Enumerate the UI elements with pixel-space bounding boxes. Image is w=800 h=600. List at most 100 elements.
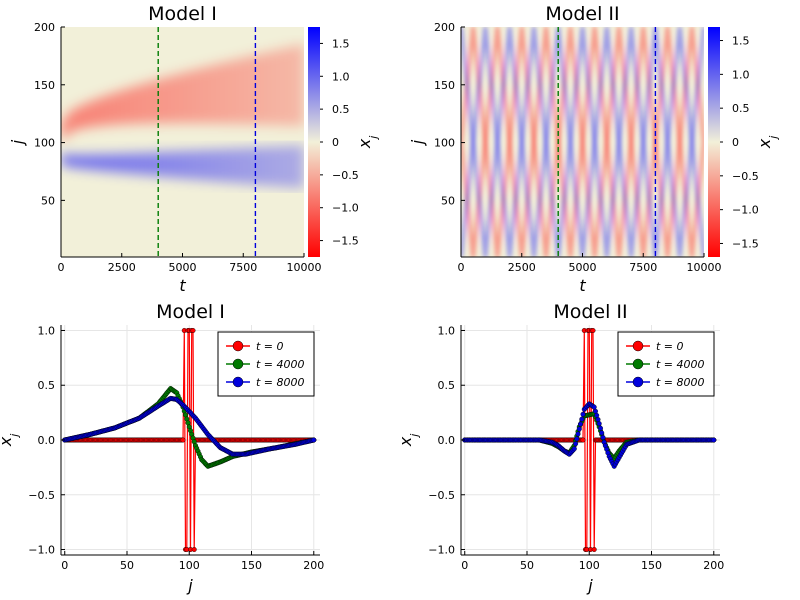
heatmap-cell	[267, 146, 275, 186]
wave-fronts	[461, 27, 704, 257]
legend-swatch-marker	[232, 358, 244, 370]
colorbar-tick-label: −1.0	[332, 202, 359, 215]
heatmap-cell	[127, 87, 135, 124]
y-axis-label: j	[408, 139, 427, 146]
heatmap-cell	[291, 45, 299, 126]
heatmap-cell	[164, 77, 172, 124]
heatmap-cell	[115, 91, 123, 125]
heatmap-cell	[255, 147, 263, 185]
y-tick-label: −0.5	[28, 489, 55, 502]
y-axis-label: j	[8, 139, 27, 146]
heatmap-cell	[85, 102, 93, 128]
x-tick-label: 150	[641, 559, 662, 572]
heatmap-cell	[261, 147, 269, 186]
y-tick-label: −1.0	[28, 544, 55, 557]
heatmap-cell	[73, 154, 81, 169]
heatmap-cell	[279, 146, 287, 187]
y-axis-label: xj	[396, 433, 421, 447]
y-tick-label: 0.0	[38, 434, 56, 447]
legend-entry: t = 8000	[226, 376, 305, 389]
x-tick-label: 100	[179, 559, 200, 572]
heatmap-cell	[115, 153, 123, 173]
heatmap-cell	[97, 97, 105, 126]
colorbar-tick-label: 0	[732, 136, 739, 149]
heatmap-cell	[206, 149, 214, 181]
x-tick-label: 10000	[287, 261, 322, 274]
heatmap-cell	[158, 78, 166, 124]
data-point	[191, 547, 197, 553]
heatmap-cell	[158, 152, 166, 177]
heatmap-cell	[188, 70, 196, 124]
heatmap-cell	[297, 44, 304, 127]
legend-entry: t = 0	[626, 340, 684, 353]
heatmap-cell	[273, 50, 281, 126]
heatmap-cell	[67, 111, 75, 132]
data-point	[190, 328, 196, 334]
data-point	[600, 435, 606, 441]
x-tick-label: 0	[58, 261, 65, 274]
data-point	[571, 446, 577, 452]
data-point	[579, 416, 585, 422]
heatmap-cell	[285, 145, 293, 188]
y-tick-label: 100	[434, 137, 455, 150]
legend-label: t = 4000	[656, 358, 705, 371]
heatmap-cell	[170, 151, 178, 178]
heatmap-cell	[237, 148, 245, 184]
legend-entry: t = 4000	[226, 358, 305, 371]
data-point	[580, 437, 586, 443]
legend-swatch-marker	[632, 340, 644, 352]
heatmap-cell	[139, 83, 148, 124]
y-tick-label: 0.5	[38, 379, 56, 392]
heatmap-cell	[225, 61, 233, 124]
y-tick-label: 200	[434, 21, 455, 34]
colorbar-tick-label: −1.5	[332, 235, 359, 248]
colorbar-tick-label: −0.5	[732, 170, 759, 183]
legend-label: t = 8000	[256, 376, 305, 389]
colorbar-tick-label: −0.5	[332, 169, 359, 182]
heatmap-cell	[243, 148, 251, 184]
heatmap-cell	[255, 54, 263, 125]
x-tick-label: 2500	[108, 261, 136, 274]
colorbar-label: xj	[355, 135, 380, 149]
heatmap-cell	[85, 154, 93, 170]
heatmap-cell	[139, 152, 148, 175]
colorbar-tick-label: 1.5	[732, 35, 750, 48]
heatmap-cell	[91, 99, 99, 127]
data-point	[180, 437, 186, 443]
data-point	[591, 404, 597, 410]
legend-label: t = 8000	[656, 376, 705, 389]
x-tick-label: 0	[61, 559, 68, 572]
x-tick-label: 200	[703, 559, 724, 572]
heatmap-cell	[212, 149, 220, 182]
heatmap-cell	[182, 72, 190, 124]
y-tick-label: 150	[434, 79, 455, 92]
x-tick-label: 150	[241, 559, 262, 572]
heatmap-cell	[231, 60, 239, 124]
x-tick-label: 5000	[569, 261, 597, 274]
heatmap-cell	[109, 154, 117, 173]
heatmap-cell	[194, 69, 202, 124]
y-axis-label: xj	[0, 433, 21, 447]
heatmap-cell	[121, 153, 129, 174]
heatmap-field	[61, 44, 304, 189]
y-tick-label: 0.5	[438, 379, 456, 392]
colorbar-tick-label: 1.0	[732, 68, 750, 81]
heatmap-cell	[97, 154, 105, 171]
y-tick-label: 50	[441, 194, 455, 207]
heatmap-panel-2: 0 2500 5000 7500 10000 50 100 150 200 Model II t j −…	[408, 3, 780, 295]
heatmap-cell	[176, 151, 184, 179]
x-axis-label: t	[179, 276, 186, 295]
data-point	[598, 425, 604, 431]
heatmap-cell	[267, 51, 275, 125]
heatmap-cell	[225, 148, 233, 183]
colorbar: −1.5 −1.0 −0.5 0 0.5 1.0 1.5 xj	[308, 27, 380, 257]
heatmap-cell	[103, 95, 111, 126]
x-tick-label: 50	[520, 559, 534, 572]
heatmap-cell	[249, 147, 257, 185]
x-tick-label: 7500	[629, 261, 657, 274]
heatmap-cell	[133, 153, 141, 175]
legend-label: t = 0	[256, 340, 284, 353]
data-point	[578, 421, 584, 427]
heatmap-cell	[164, 151, 172, 178]
